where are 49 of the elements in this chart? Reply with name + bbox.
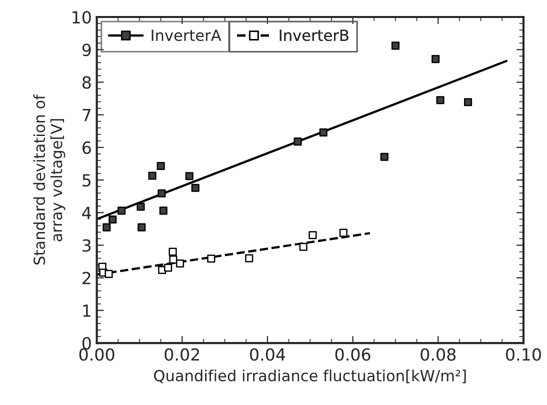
x-axis-title: Quandified irradiance fluctuation[kW/m²]: [154, 370, 466, 384]
x-tick-label: 0.06: [335, 348, 370, 361]
point: [294, 138, 302, 146]
x-tick-label: 0.08: [420, 348, 456, 361]
point: [207, 254, 216, 263]
y-tick-label: 0: [82, 336, 91, 350]
point: [391, 42, 400, 50]
point: [176, 259, 184, 268]
point: [464, 98, 472, 106]
y-tick-label: 6: [82, 141, 91, 154]
point: [380, 152, 388, 161]
point: [191, 184, 200, 192]
point: [138, 223, 146, 232]
x-tick-label: 0.04: [250, 348, 286, 361]
point: [339, 228, 348, 237]
y-tick-label: 7: [82, 109, 91, 122]
point: [148, 172, 156, 180]
point: [319, 128, 328, 136]
y-tick-label: 9: [82, 44, 91, 56]
y-tick-label: 1: [83, 304, 90, 317]
y-tick-label: 4: [82, 206, 92, 219]
legend-label: InverterA: [152, 30, 222, 42]
point: [185, 172, 194, 180]
y-tick-label: 8: [82, 76, 91, 89]
point: [245, 254, 254, 262]
point: [308, 231, 317, 240]
point: [104, 270, 113, 278]
point: [432, 55, 440, 64]
y-tick-label: 10: [72, 10, 91, 24]
y-tick-label: 3: [82, 239, 91, 252]
y-tick-label: 2: [82, 272, 90, 284]
point: [159, 206, 168, 215]
x-tick-label: 0.10: [506, 348, 541, 361]
point: [164, 264, 172, 272]
point: [102, 223, 111, 232]
point: [156, 162, 165, 170]
point: [299, 242, 308, 251]
point: [168, 248, 177, 256]
y-tick-label: 5: [82, 174, 90, 187]
point: [118, 206, 126, 215]
point: [436, 96, 444, 104]
x-tick-label: 0.02: [164, 348, 200, 361]
x-tick-label: 0.00: [79, 348, 114, 361]
point: [158, 189, 166, 198]
legend-label: InverterB: [280, 30, 348, 42]
point: [108, 215, 117, 224]
point: [136, 202, 145, 211]
point: [169, 256, 178, 264]
y-axis-title: Standard devitation of array voltage[V]: [33, 94, 66, 264]
